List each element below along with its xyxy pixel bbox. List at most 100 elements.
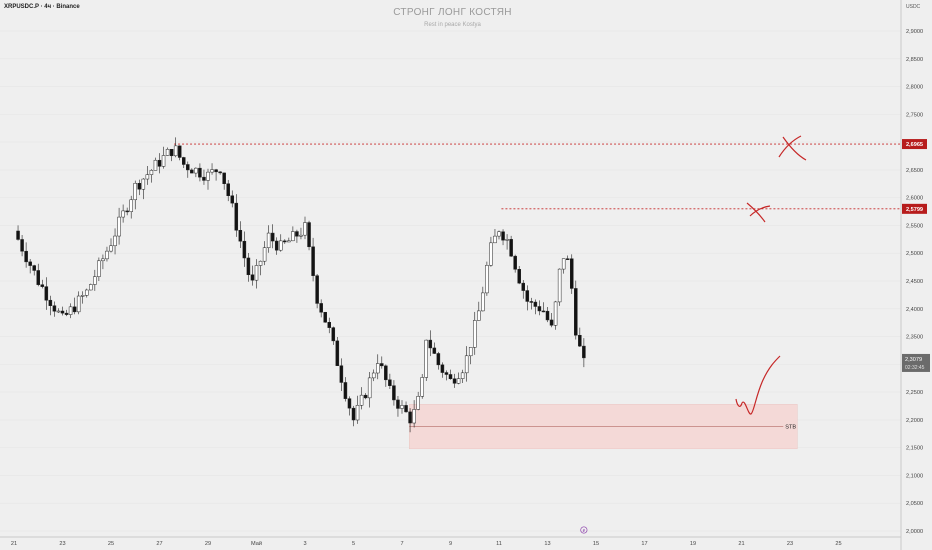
candle-up: [481, 292, 485, 312]
candle-up: [206, 171, 210, 181]
symbol-label[interactable]: XRPUSDC.P · 4ч · Binance: [4, 4, 80, 10]
candle-up: [68, 306, 73, 315]
candle-up: [129, 199, 133, 212]
candle-down: [16, 230, 20, 240]
candle-up: [113, 235, 117, 247]
x-tick-label: 7: [400, 541, 403, 547]
candle-down: [578, 334, 582, 347]
y-tick-label: 2,3500: [906, 335, 923, 341]
candle-up: [266, 232, 271, 248]
candle-down: [384, 365, 388, 381]
candle-up: [153, 159, 158, 171]
candle-up: [93, 276, 97, 285]
candle-down: [246, 257, 251, 276]
candle-down: [125, 210, 129, 213]
candle-down: [529, 301, 534, 303]
y-tick-label: 2,4500: [906, 279, 923, 285]
idea-title: СТРОНГ ЛОНГ КОСТЯН: [393, 7, 512, 18]
candle-down: [250, 274, 255, 281]
candle-down: [198, 167, 202, 178]
candle-up: [303, 222, 307, 236]
candle-down: [226, 183, 230, 196]
candle-up: [141, 178, 146, 190]
candle-up: [505, 239, 509, 241]
candle-down: [339, 365, 344, 383]
x-tick-label: 5: [352, 541, 355, 547]
candle-up: [161, 155, 166, 167]
candle-up: [173, 145, 178, 157]
candle-down: [218, 171, 222, 174]
candle-down: [537, 306, 542, 312]
candle-down: [509, 239, 513, 257]
candle-down: [319, 303, 323, 313]
candle-down: [363, 394, 368, 399]
y-tick-label: 2,5000: [906, 251, 923, 257]
y-tick-label: 2,8000: [906, 85, 923, 91]
level-price-tag: [902, 139, 927, 150]
currency-badge[interactable]: USDC: [906, 4, 921, 10]
cross-mark-lower: [746, 202, 771, 223]
candle-down: [311, 246, 315, 276]
candle-down: [283, 240, 287, 243]
event-marker-icon: [580, 526, 588, 534]
candle-up: [76, 295, 81, 313]
candles: [16, 137, 586, 433]
candle-down: [270, 232, 275, 242]
y-tick-label: 2,4000: [906, 307, 923, 313]
y-tick-label: 2,2000: [906, 418, 923, 424]
candle-down: [440, 364, 445, 373]
candle-down: [380, 363, 384, 367]
candle-up: [367, 377, 372, 399]
candle-up: [485, 265, 489, 294]
candle-down: [541, 310, 546, 313]
candle-down: [545, 310, 550, 321]
candle-up: [117, 216, 121, 237]
candle-down: [351, 407, 356, 421]
level-price-label: 2,5799: [906, 207, 923, 213]
candle-up: [557, 268, 562, 303]
candle-up: [473, 320, 477, 348]
candle-down: [404, 405, 408, 413]
x-tick-label: 21: [11, 541, 17, 547]
last-price-label: 2,3079: [905, 357, 922, 363]
x-tick-label: Май: [251, 540, 262, 547]
candle-down: [222, 172, 226, 184]
candle-down: [157, 159, 162, 167]
y-tick-label: 2,9000: [906, 29, 923, 35]
candle-down: [521, 282, 525, 291]
candle-up: [489, 242, 493, 266]
x-tick-label: 25: [835, 541, 841, 547]
candle-up: [210, 169, 214, 173]
candle-up: [456, 378, 461, 384]
x-tick-label: 11: [496, 541, 502, 547]
candle-down: [392, 385, 396, 401]
candle-up: [497, 231, 501, 237]
candle-down: [169, 148, 174, 157]
x-tick-label: 29: [205, 541, 211, 547]
candle-down: [582, 345, 586, 359]
candle-down: [48, 299, 53, 306]
candle-down: [327, 321, 331, 328]
candle-down: [517, 269, 521, 284]
candle-down: [72, 306, 77, 313]
candle-down: [52, 305, 57, 312]
candle-up: [464, 355, 469, 374]
y-tick-label: 2,7500: [906, 112, 923, 118]
y-tick-label: 2,0000: [906, 529, 923, 535]
y-tick-label: 2,2500: [906, 390, 923, 396]
cross-mark-upper: [778, 135, 807, 161]
x-tick-label: 3: [303, 541, 306, 547]
candle-down: [214, 169, 218, 173]
candle-down: [202, 176, 206, 181]
candle-up: [279, 240, 283, 251]
candle-up: [460, 372, 465, 379]
candle-up: [80, 295, 85, 297]
candle-up: [477, 310, 481, 321]
y-tick-label: 2,1000: [906, 473, 923, 479]
candle-down: [238, 230, 243, 242]
candle-up: [299, 234, 303, 237]
support-zone: STB: [409, 404, 798, 450]
resistance-levels: [174, 143, 901, 210]
candle-down: [137, 183, 142, 190]
